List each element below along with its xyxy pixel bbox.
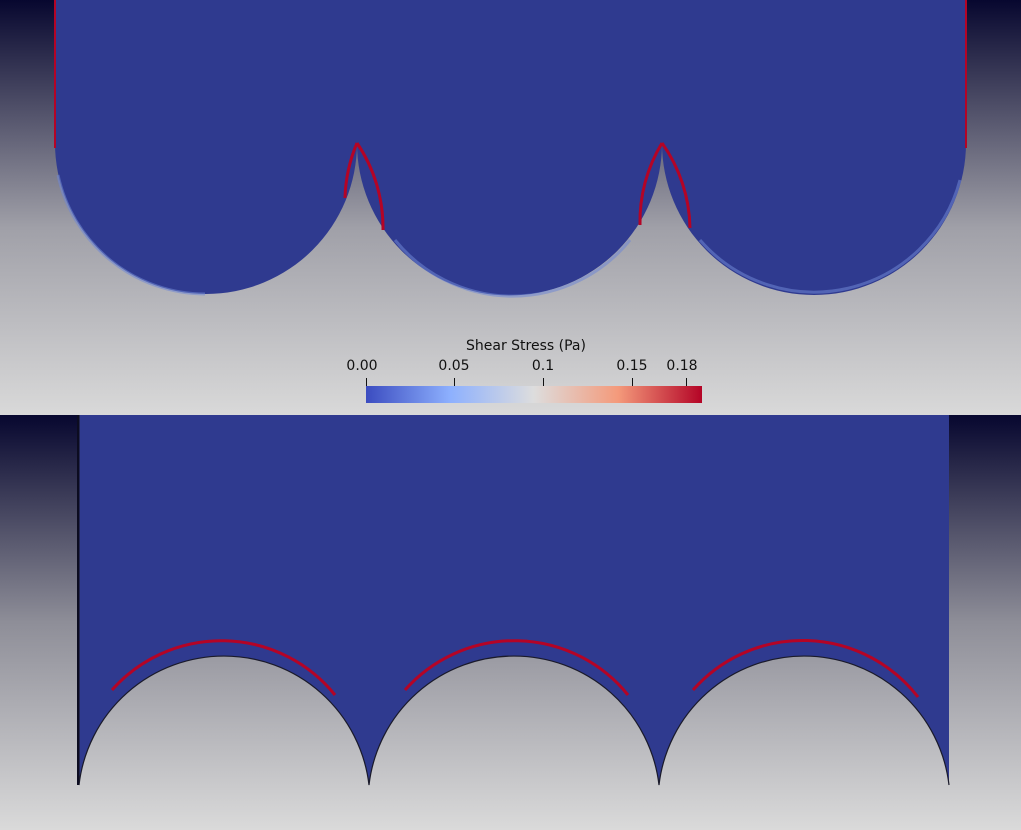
- bottom-fluid-domain: [79, 415, 949, 785]
- colorbar-tick-label: 0.18: [666, 358, 698, 374]
- top-edge-fringe-right: [698, 179, 962, 294]
- colorbar-legend[interactable]: Shear Stress (Pa) 0.00 0.05 0.1 0.15 0.1…: [340, 336, 720, 408]
- colorbar-tick-mark: [543, 378, 544, 389]
- colorbar-gradient: [366, 386, 702, 403]
- top-edge-fringe-left: [56, 174, 206, 296]
- colorbar-tick-mark: [454, 378, 455, 389]
- colorbar-tick-label: 0.00: [346, 358, 378, 374]
- bottom-arc-stress-2: [403, 639, 630, 696]
- colorbar-tick-mark: [366, 378, 367, 389]
- colorbar-title: Shear Stress (Pa): [466, 338, 586, 354]
- colorbar-tick-mark: [686, 378, 687, 389]
- bottom-arc-stress-3: [691, 639, 920, 698]
- top-cusp-stress-2: [638, 142, 692, 229]
- colorbar-tick-label: 0.15: [616, 358, 648, 374]
- top-cusp-stress-1: [343, 142, 385, 231]
- top-fluid-domain: [55, 0, 966, 296]
- colorbar-tick-mark: [632, 378, 633, 389]
- colorbar-tick-label: 0.05: [438, 358, 470, 374]
- top-view-canvas: [0, 0, 1021, 415]
- bottom-wall-outline: [78, 415, 950, 786]
- bottom-view-canvas: [0, 415, 1021, 830]
- render-view-top[interactable]: Shear Stress (Pa) 0.00 0.05 0.1 0.15 0.1…: [0, 0, 1021, 415]
- top-edge-fringe-mid: [393, 239, 632, 298]
- render-view-bottom[interactable]: [0, 415, 1021, 830]
- colorbar-tick-label: 0.1: [531, 358, 555, 374]
- bottom-arc-stress-1: [110, 639, 337, 696]
